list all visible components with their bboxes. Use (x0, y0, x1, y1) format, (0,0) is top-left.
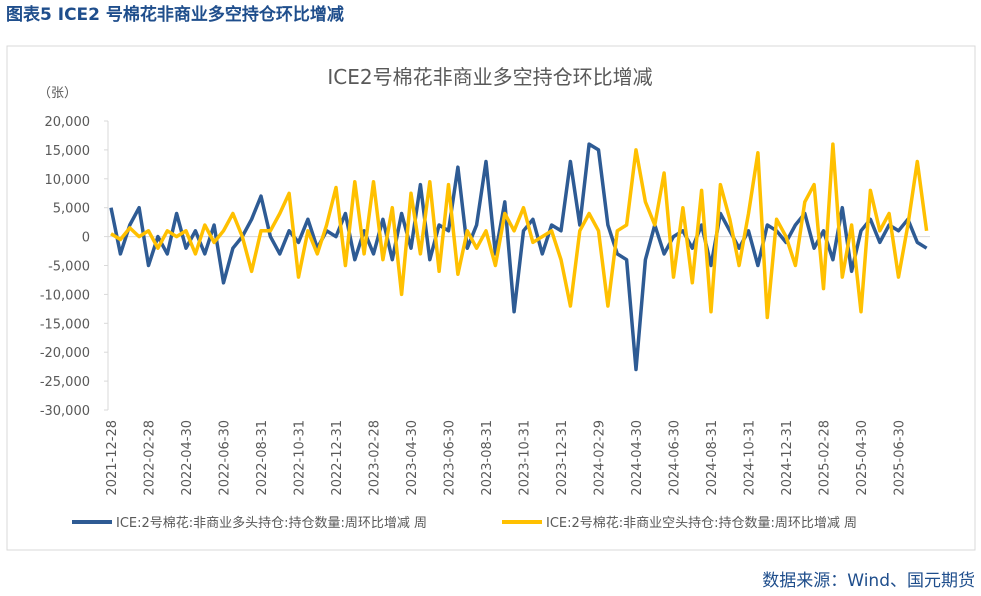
chart-frame (6, 45, 976, 551)
y-tick-label: 0 (82, 231, 90, 246)
source: 数据来源：Wind、国元期货 (762, 571, 975, 591)
y-tick-label: 5,000 (53, 202, 90, 217)
x-tick-label: 2023-12-31 (555, 420, 570, 496)
y-tick-label: 10,000 (45, 173, 91, 188)
x-tick-label: 2024-06-30 (668, 420, 683, 496)
series-line (110, 142, 929, 320)
x-tick-label: 2023-08-31 (480, 420, 495, 496)
legend-label: ICE:2号棉花:非商业多头持仓:持仓数量:周环比增减 周 (116, 515, 427, 531)
x-tick-label: 2023-06-30 (443, 420, 458, 496)
x-tick-label: 2022-08-31 (255, 420, 270, 496)
x-tick-label: 2024-12-31 (780, 420, 795, 496)
x-tick-label: 2022-04-30 (180, 420, 195, 496)
x-tick-label: 2024-02-29 (593, 420, 608, 496)
y-tick-label: -15,000 (40, 317, 90, 332)
x-tick-label: 2024-10-31 (743, 420, 758, 496)
x-tick-label: 2022-06-30 (218, 420, 233, 496)
x-tick-label: 2024-08-31 (705, 420, 720, 496)
x-tick-label: 2025-02-28 (818, 420, 833, 496)
y-tick-label: 20,000 (45, 115, 91, 130)
chart-title: ICE2号棉花非商业多空持仓环比增减 (327, 65, 652, 89)
series-line (109, 142, 928, 372)
x-tick-label: 2022-02-28 (143, 420, 158, 496)
page-title: 图表5 ICE2 号棉花非商业多空持仓环比增减 (6, 4, 344, 25)
x-tick-label: 2024-04-30 (630, 420, 645, 496)
y-tick-label: 15,000 (45, 144, 91, 159)
y-tick-label: -25,000 (40, 375, 90, 390)
y-tick-label: -10,000 (40, 288, 90, 303)
x-tick-label: 2022-12-31 (330, 420, 345, 496)
x-tick-label: 2021-12-28 (105, 420, 120, 496)
x-tick-label: 2023-10-31 (518, 420, 533, 496)
x-tick-label: 2023-04-30 (405, 420, 420, 496)
x-tick-label: 2022-10-31 (293, 420, 308, 496)
unit-label: （张） (38, 86, 77, 101)
y-tick-label: -20,000 (40, 346, 90, 361)
x-tick-label: 2023-02-28 (368, 420, 383, 496)
legend-label: ICE:2号棉花:非商业空头持仓:持仓数量:周环比增减 周 (546, 515, 857, 531)
y-tick-label: -5,000 (48, 260, 90, 275)
x-tick-label: 2025-06-30 (893, 420, 908, 496)
x-tick-label: 2025-04-30 (855, 420, 870, 496)
y-tick-label: -30,000 (40, 404, 90, 419)
